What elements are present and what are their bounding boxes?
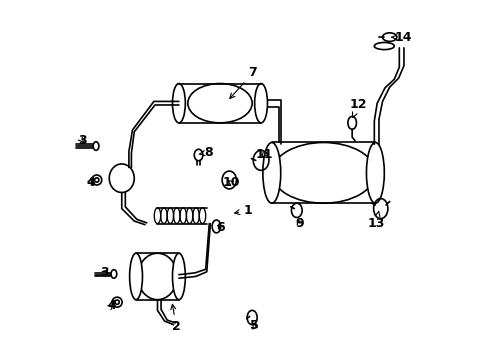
Text: 8: 8 <box>199 146 213 159</box>
Text: 4: 4 <box>107 299 116 312</box>
Text: 13: 13 <box>367 211 385 230</box>
Ellipse shape <box>367 143 384 203</box>
Ellipse shape <box>130 253 143 300</box>
Text: 1: 1 <box>235 204 253 217</box>
Ellipse shape <box>172 84 185 123</box>
Text: 11: 11 <box>256 148 273 161</box>
Text: 5: 5 <box>249 319 258 332</box>
Text: 4: 4 <box>86 176 95 189</box>
Ellipse shape <box>109 164 134 193</box>
Text: 3: 3 <box>100 266 109 279</box>
Ellipse shape <box>138 253 177 300</box>
Text: 7: 7 <box>230 66 257 98</box>
Ellipse shape <box>263 143 281 203</box>
Ellipse shape <box>172 253 185 300</box>
Text: 6: 6 <box>217 221 225 234</box>
Text: 3: 3 <box>78 134 86 147</box>
Text: 2: 2 <box>171 304 180 333</box>
Ellipse shape <box>188 84 252 123</box>
Ellipse shape <box>272 143 375 203</box>
Text: 14: 14 <box>392 31 413 44</box>
Text: 9: 9 <box>295 217 304 230</box>
Text: 10: 10 <box>222 176 240 189</box>
Ellipse shape <box>383 33 397 41</box>
Ellipse shape <box>374 42 394 50</box>
Text: 12: 12 <box>350 99 367 117</box>
Ellipse shape <box>255 84 268 123</box>
